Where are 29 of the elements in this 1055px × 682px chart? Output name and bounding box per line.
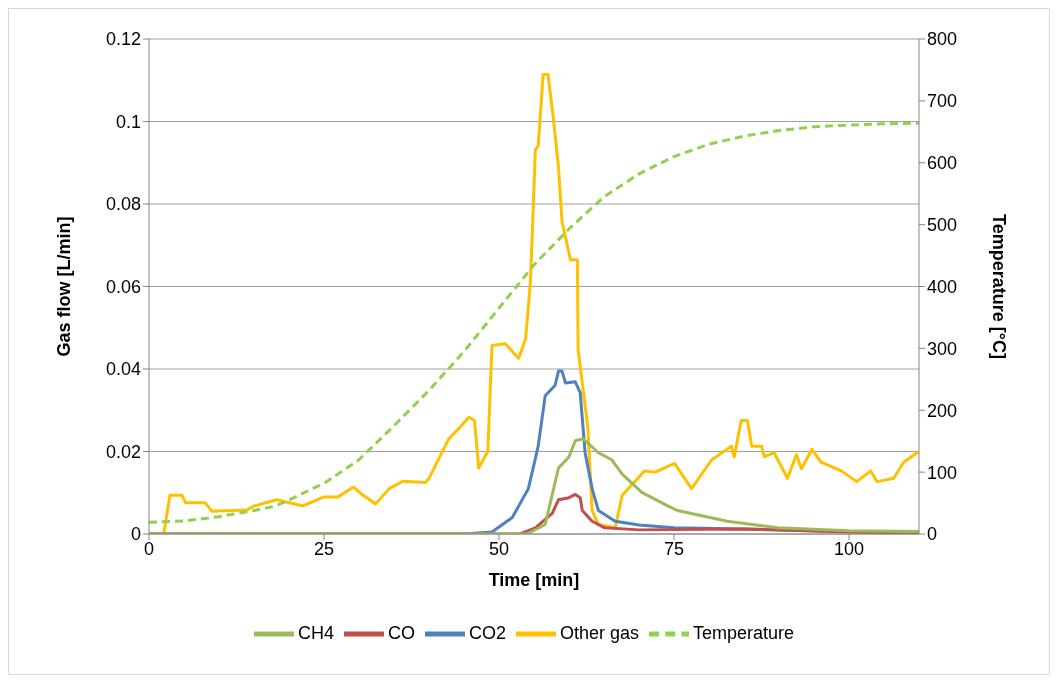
y2-tick-label: 200 <box>927 400 958 421</box>
y2-tick-label: 100 <box>927 462 958 483</box>
legend-label: CH4 <box>297 622 334 643</box>
x-tick-label: 100 <box>833 538 865 559</box>
y2-tick-label: 0 <box>927 524 938 545</box>
x-tick-label: 25 <box>313 538 335 559</box>
legend-label: Other gas <box>559 622 639 643</box>
y-tick-label: 0 <box>130 524 141 545</box>
x-axis-title: Time [min] <box>488 570 580 590</box>
y2-tick-label: 300 <box>927 338 958 359</box>
y2-tick-label: 600 <box>927 153 958 174</box>
y-tick-label: 0.1 <box>115 111 141 132</box>
x-tick-label: 75 <box>663 538 685 559</box>
legend-label: CO <box>387 622 415 643</box>
y2-tick-label: 700 <box>927 91 958 112</box>
y-axis-title: Gas flow [L/min] <box>54 216 75 357</box>
legend-label: Temperature <box>693 622 795 643</box>
y-tick-label: 0.12 <box>105 29 141 50</box>
y-tick-label: 0.04 <box>105 359 141 380</box>
x-tick-label: 0 <box>143 538 155 559</box>
y2-axis-title: Temperature [°C] <box>988 214 1009 359</box>
legend-label: CO2 <box>468 622 506 643</box>
y-tick-label: 0.06 <box>105 276 141 297</box>
y2-tick-label: 400 <box>927 276 958 297</box>
y2-tick-label: 500 <box>927 215 958 236</box>
y2-tick-label: 800 <box>927 29 958 50</box>
x-tick-label: 50 <box>488 538 510 559</box>
y-tick-label: 0.02 <box>105 441 141 462</box>
y-tick-label: 0.08 <box>105 194 141 215</box>
